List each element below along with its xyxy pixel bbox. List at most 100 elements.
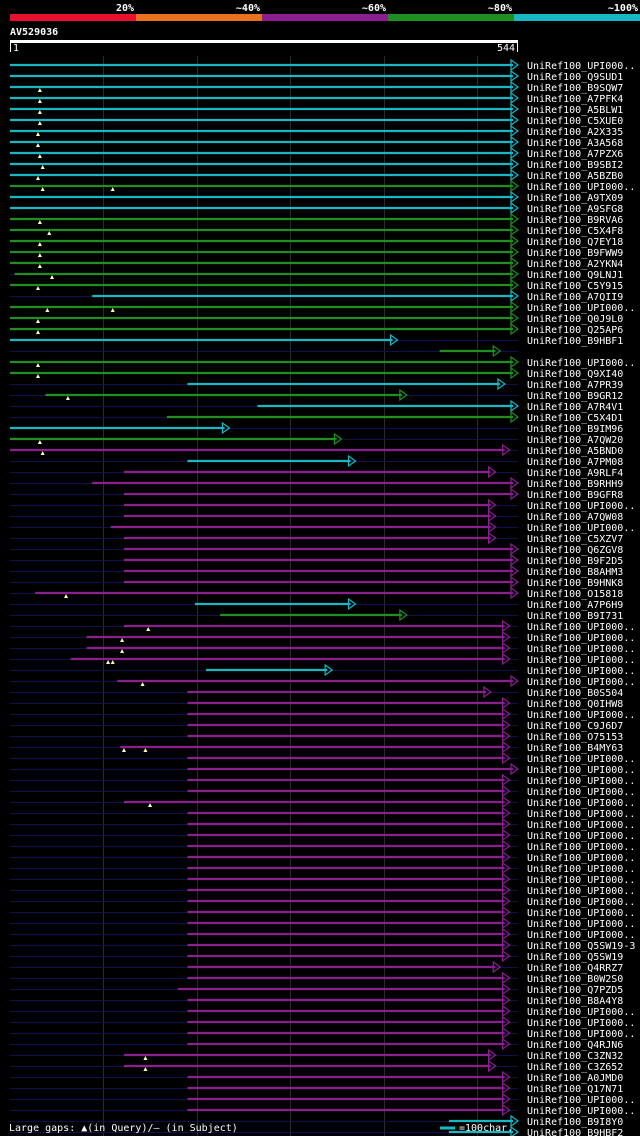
- hit-label[interactable]: UniRef100_UPI000..: [527, 908, 635, 919]
- hit-row[interactable]: UniRef100_UPI000..: [10, 883, 635, 897]
- hit-label[interactable]: UniRef100_A2X335: [527, 127, 623, 138]
- hit-label[interactable]: UniRef100_Q6ZGV8: [527, 545, 623, 556]
- hit-row[interactable]: UniRef100_Q9LNJ1: [10, 267, 623, 281]
- hit-row[interactable]: UniRef100_Q0J9L0: [10, 311, 623, 325]
- hit-row[interactable]: UniRef100_UPI000..: [10, 784, 635, 798]
- hit-row[interactable]: UniRef100_UPI000..: [10, 630, 635, 644]
- hit-row[interactable]: UniRef100_UPI000..: [10, 1103, 635, 1117]
- hit-row[interactable]: UniRef100_UPI000..: [10, 1026, 635, 1040]
- hit-row[interactable]: UniRef100_UPI000..: [10, 850, 635, 864]
- hit-row[interactable]: UniRef100_UPI000..: [10, 927, 635, 941]
- hit-label[interactable]: UniRef100_B9HNK8: [527, 578, 623, 589]
- hit-label[interactable]: UniRef100_UPI000..: [527, 831, 635, 842]
- hit-label[interactable]: UniRef100_B9SBI2: [527, 160, 623, 171]
- hit-row[interactable]: UniRef100_A7PR39: [10, 377, 623, 391]
- hit-label[interactable]: UniRef100_B9F2D5: [527, 556, 623, 567]
- hit-label[interactable]: UniRef100_B9I8Y0: [527, 1117, 623, 1128]
- hit-row[interactable]: UniRef100_UPI000..: [10, 179, 635, 193]
- hit-label[interactable]: UniRef100_B9SQW7: [527, 83, 623, 94]
- hit-label[interactable]: UniRef100_UPI000..: [527, 776, 635, 787]
- hit-row[interactable]: UniRef100_C9J6D7: [10, 718, 623, 732]
- hit-label[interactable]: UniRef100_Q4RJN6: [527, 1040, 623, 1051]
- hit-label[interactable]: UniRef100_UPI000..: [527, 633, 635, 644]
- hit-row[interactable]: UniRef100_A7PM08: [10, 454, 623, 468]
- hit-label[interactable]: UniRef100_Q5SW19-3: [527, 941, 635, 952]
- hit-label[interactable]: UniRef100_Q0IHW8: [527, 699, 623, 710]
- hit-row[interactable]: UniRef100_UPI000..: [10, 652, 635, 666]
- hit-row[interactable]: UniRef100_B4MY63: [10, 740, 623, 754]
- hit-label[interactable]: UniRef100_B8A4Y8: [527, 996, 623, 1007]
- hit-label[interactable]: UniRef100_A7PFK4: [527, 94, 623, 105]
- hit-row[interactable]: UniRef100_Q17N71: [10, 1081, 623, 1095]
- hit-row[interactable]: UniRef100_Q4RJN6: [10, 1037, 623, 1051]
- hit-row[interactable]: UniRef100_A0JMD0: [10, 1070, 623, 1084]
- hit-label[interactable]: UniRef100_B9IM96: [527, 424, 623, 435]
- hit-row[interactable]: UniRef100_Q4RRZ7: [10, 960, 623, 974]
- hit-label[interactable]: UniRef100_UPI000..: [527, 523, 635, 534]
- hit-row[interactable]: UniRef100_UPI000..: [10, 828, 635, 842]
- hit-row[interactable]: UniRef100_A2YKN4: [10, 256, 623, 270]
- hit-row[interactable]: UniRef100_Q7EY18: [10, 234, 623, 248]
- hit-row[interactable]: UniRef100_A7QII9: [10, 289, 623, 303]
- hit-label[interactable]: UniRef100_A9TX09: [527, 193, 623, 204]
- hit-row[interactable]: UniRef100_B9SBI2: [10, 157, 623, 171]
- hit-label[interactable]: UniRef100_UPI000..: [527, 710, 635, 721]
- hit-row[interactable]: UniRef100_C3Z652: [10, 1059, 623, 1073]
- hit-label[interactable]: UniRef100_UPI000..: [527, 303, 635, 314]
- hit-label[interactable]: UniRef100_UPI000..: [527, 677, 635, 688]
- hit-row[interactable]: UniRef100_UPI000..: [10, 355, 635, 369]
- hit-label[interactable]: UniRef100_O15818: [527, 589, 623, 600]
- hit-row[interactable]: UniRef100_C5X4F8: [10, 223, 623, 237]
- hit-row[interactable]: UniRef100_A7R4V1: [10, 399, 623, 413]
- hit-label[interactable]: UniRef100_UPI000..: [527, 754, 635, 765]
- hit-label[interactable]: UniRef100_B9HBF2: [527, 1128, 623, 1136]
- hit-row[interactable]: UniRef100_UPI000..: [10, 663, 635, 677]
- hit-row[interactable]: UniRef100_B9FWW9: [10, 245, 623, 259]
- hit-label[interactable]: UniRef100_A7P6H9: [527, 600, 623, 611]
- hit-label[interactable]: UniRef100_UPI000..: [527, 1018, 635, 1029]
- hit-row[interactable]: UniRef100_UPI000..: [10, 762, 635, 776]
- hit-row[interactable]: UniRef100_Q0IHW8: [10, 696, 623, 710]
- hit-row[interactable]: UniRef100_B9I731: [10, 608, 623, 622]
- hit-label[interactable]: UniRef100_C3ZN32: [527, 1051, 623, 1062]
- hit-row[interactable]: UniRef100_A5BZB0: [10, 168, 623, 182]
- hit-row[interactable]: UniRef100_UPI000..: [10, 707, 635, 721]
- hit-label[interactable]: UniRef100_UPI000..: [527, 809, 635, 820]
- hit-row[interactable]: UniRef100_UPI000..: [10, 806, 635, 820]
- hit-row[interactable]: UniRef100_UPI000..: [10, 872, 635, 886]
- hit-row[interactable]: UniRef100_Q7PZD5: [10, 982, 623, 996]
- hit-label[interactable]: UniRef100_B9I731: [527, 611, 623, 622]
- hit-label[interactable]: UniRef100_UPI000..: [527, 622, 635, 633]
- hit-row[interactable]: UniRef100_UPI000..: [10, 905, 635, 919]
- hit-label[interactable]: UniRef100_B9FWW9: [527, 248, 623, 259]
- hit-label[interactable]: UniRef100_A7PZX6: [527, 149, 623, 160]
- hit-row[interactable]: UniRef100_A9TX09: [10, 190, 623, 204]
- hit-row[interactable]: UniRef100_B0W2S0: [10, 971, 623, 985]
- hit-label[interactable]: UniRef100_UPI000..: [527, 666, 635, 677]
- hit-label[interactable]: UniRef100_B9RHH9: [527, 479, 623, 490]
- hit-label[interactable]: UniRef100_UPI000..: [527, 1095, 635, 1106]
- hit-label[interactable]: UniRef100_B8AHM3: [527, 567, 623, 578]
- hit-row[interactable]: UniRef100_UPI000..: [10, 619, 635, 633]
- hit-label[interactable]: UniRef100_A7QW08: [527, 512, 623, 523]
- hit-label[interactable]: UniRef100_A7QII9: [527, 292, 623, 303]
- hit-label[interactable]: UniRef100_Q9SUD1: [527, 72, 623, 83]
- hit-label[interactable]: UniRef100_B9RVA6: [527, 215, 623, 226]
- hit-row[interactable]: UniRef100_UPI000..: [10, 1004, 635, 1018]
- hit-row[interactable]: UniRef100_B9HBF2: [10, 1125, 623, 1136]
- hit-label[interactable]: UniRef100_Q0J9L0: [527, 314, 623, 325]
- hit-label[interactable]: UniRef100_A9SFG8: [527, 204, 623, 215]
- hit-label[interactable]: UniRef100_B0S504: [527, 688, 623, 699]
- hit-row[interactable]: UniRef100_UPI000..: [10, 1015, 635, 1029]
- hit-label[interactable]: UniRef100_B9GR12: [527, 391, 623, 402]
- hit-row[interactable]: UniRef100_Q25AP6: [10, 322, 623, 336]
- hit-row[interactable]: UniRef100_UPI000..: [10, 839, 635, 853]
- hit-row[interactable]: UniRef100_B9GR12: [10, 388, 623, 402]
- hit-row[interactable]: UniRef100_A7PZX6: [10, 146, 623, 160]
- hit-label[interactable]: UniRef100_Q17N71: [527, 1084, 623, 1095]
- hit-row[interactable]: UniRef100_C3ZN32: [10, 1048, 623, 1062]
- hit-label[interactable]: UniRef100_Q9XI40: [527, 369, 623, 380]
- hit-label[interactable]: UniRef100_UPI000..: [527, 875, 635, 886]
- hit-label[interactable]: UniRef100_UPI000..: [527, 853, 635, 864]
- hit-label[interactable]: UniRef100_UPI000..: [527, 655, 635, 666]
